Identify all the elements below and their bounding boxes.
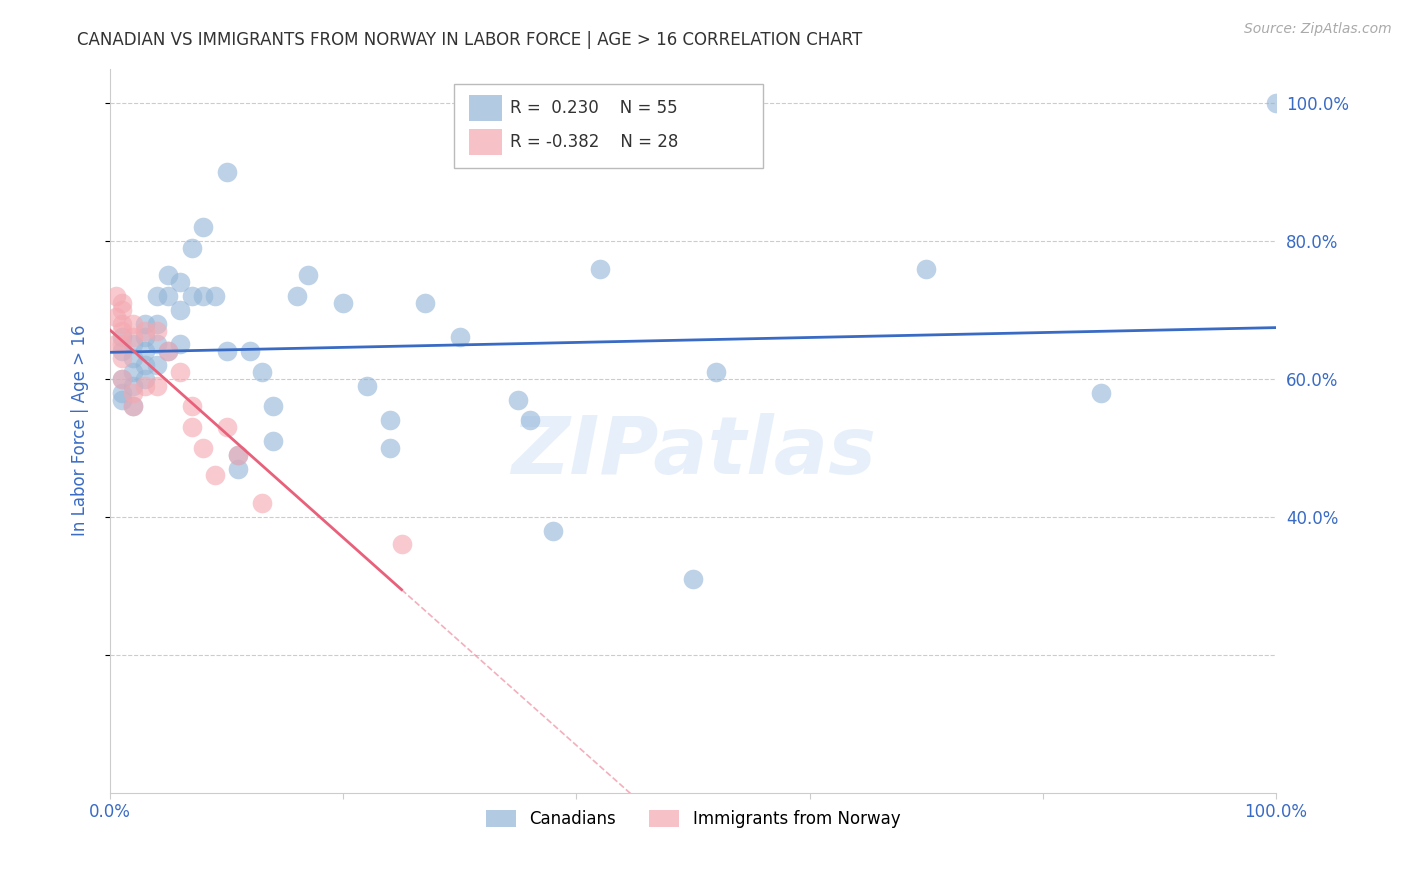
Point	[332, 296, 354, 310]
Point	[169, 365, 191, 379]
Bar	[470, 129, 502, 155]
Point	[391, 537, 413, 551]
Point	[706, 365, 728, 379]
Point	[204, 468, 226, 483]
Point	[356, 378, 378, 392]
Bar	[470, 95, 502, 120]
Point	[134, 344, 156, 359]
Point	[262, 400, 284, 414]
Point	[111, 372, 134, 386]
Point	[111, 385, 134, 400]
Point	[104, 337, 127, 351]
Text: ZIPatlas: ZIPatlas	[510, 413, 876, 491]
Point	[589, 261, 612, 276]
Point	[134, 372, 156, 386]
Point	[228, 448, 250, 462]
Point	[157, 344, 180, 359]
Point	[111, 392, 134, 407]
Point	[134, 324, 156, 338]
Point	[134, 317, 156, 331]
Point	[157, 289, 180, 303]
Point	[215, 165, 238, 179]
Point	[180, 241, 202, 255]
Point	[180, 289, 202, 303]
Point	[111, 344, 134, 359]
Point	[122, 351, 145, 366]
Point	[145, 378, 167, 392]
Point	[111, 372, 134, 386]
Point	[262, 434, 284, 448]
Point	[122, 337, 145, 351]
Point	[145, 324, 167, 338]
Point	[180, 420, 202, 434]
Point	[111, 337, 134, 351]
Point	[449, 330, 471, 344]
Point	[378, 441, 401, 455]
Point	[1090, 385, 1112, 400]
Text: CANADIAN VS IMMIGRANTS FROM NORWAY IN LABOR FORCE | AGE > 16 CORRELATION CHART: CANADIAN VS IMMIGRANTS FROM NORWAY IN LA…	[77, 31, 862, 49]
Point	[122, 378, 145, 392]
Point	[122, 400, 145, 414]
Point	[215, 344, 238, 359]
Point	[122, 317, 145, 331]
Point	[193, 220, 215, 235]
Text: R = -0.382    N = 28: R = -0.382 N = 28	[510, 134, 678, 152]
Point	[111, 351, 134, 366]
Point	[169, 302, 191, 317]
Point	[250, 496, 273, 510]
Point	[145, 289, 167, 303]
Text: Source: ZipAtlas.com: Source: ZipAtlas.com	[1244, 22, 1392, 37]
Point	[193, 289, 215, 303]
Point	[1265, 95, 1288, 110]
Point	[228, 448, 250, 462]
Point	[169, 337, 191, 351]
Point	[145, 337, 167, 351]
Bar	[454, 85, 763, 168]
Point	[169, 275, 191, 289]
Point	[122, 365, 145, 379]
Point	[297, 268, 319, 283]
Point	[104, 289, 127, 303]
Point	[682, 572, 704, 586]
Point	[519, 413, 541, 427]
Point	[111, 330, 134, 344]
Point	[104, 310, 127, 324]
Point	[111, 324, 134, 338]
Point	[122, 385, 145, 400]
Point	[111, 317, 134, 331]
Point	[228, 461, 250, 475]
Point	[915, 261, 938, 276]
Text: R =  0.230    N = 55: R = 0.230 N = 55	[510, 99, 678, 117]
Y-axis label: In Labor Force | Age > 16: In Labor Force | Age > 16	[72, 325, 89, 536]
Point	[111, 302, 134, 317]
Point	[122, 330, 145, 344]
Point	[134, 330, 156, 344]
Point	[285, 289, 308, 303]
Point	[134, 378, 156, 392]
Point	[215, 420, 238, 434]
Point	[378, 413, 401, 427]
Point	[111, 296, 134, 310]
Point	[193, 441, 215, 455]
Point	[122, 400, 145, 414]
Point	[157, 344, 180, 359]
Point	[204, 289, 226, 303]
Point	[145, 358, 167, 372]
Point	[157, 268, 180, 283]
Point	[145, 317, 167, 331]
Point	[134, 358, 156, 372]
Legend: Canadians, Immigrants from Norway: Canadians, Immigrants from Norway	[479, 804, 907, 835]
Point	[250, 365, 273, 379]
Point	[413, 296, 436, 310]
Point	[180, 400, 202, 414]
Point	[239, 344, 262, 359]
Point	[508, 392, 530, 407]
Point	[541, 524, 564, 538]
